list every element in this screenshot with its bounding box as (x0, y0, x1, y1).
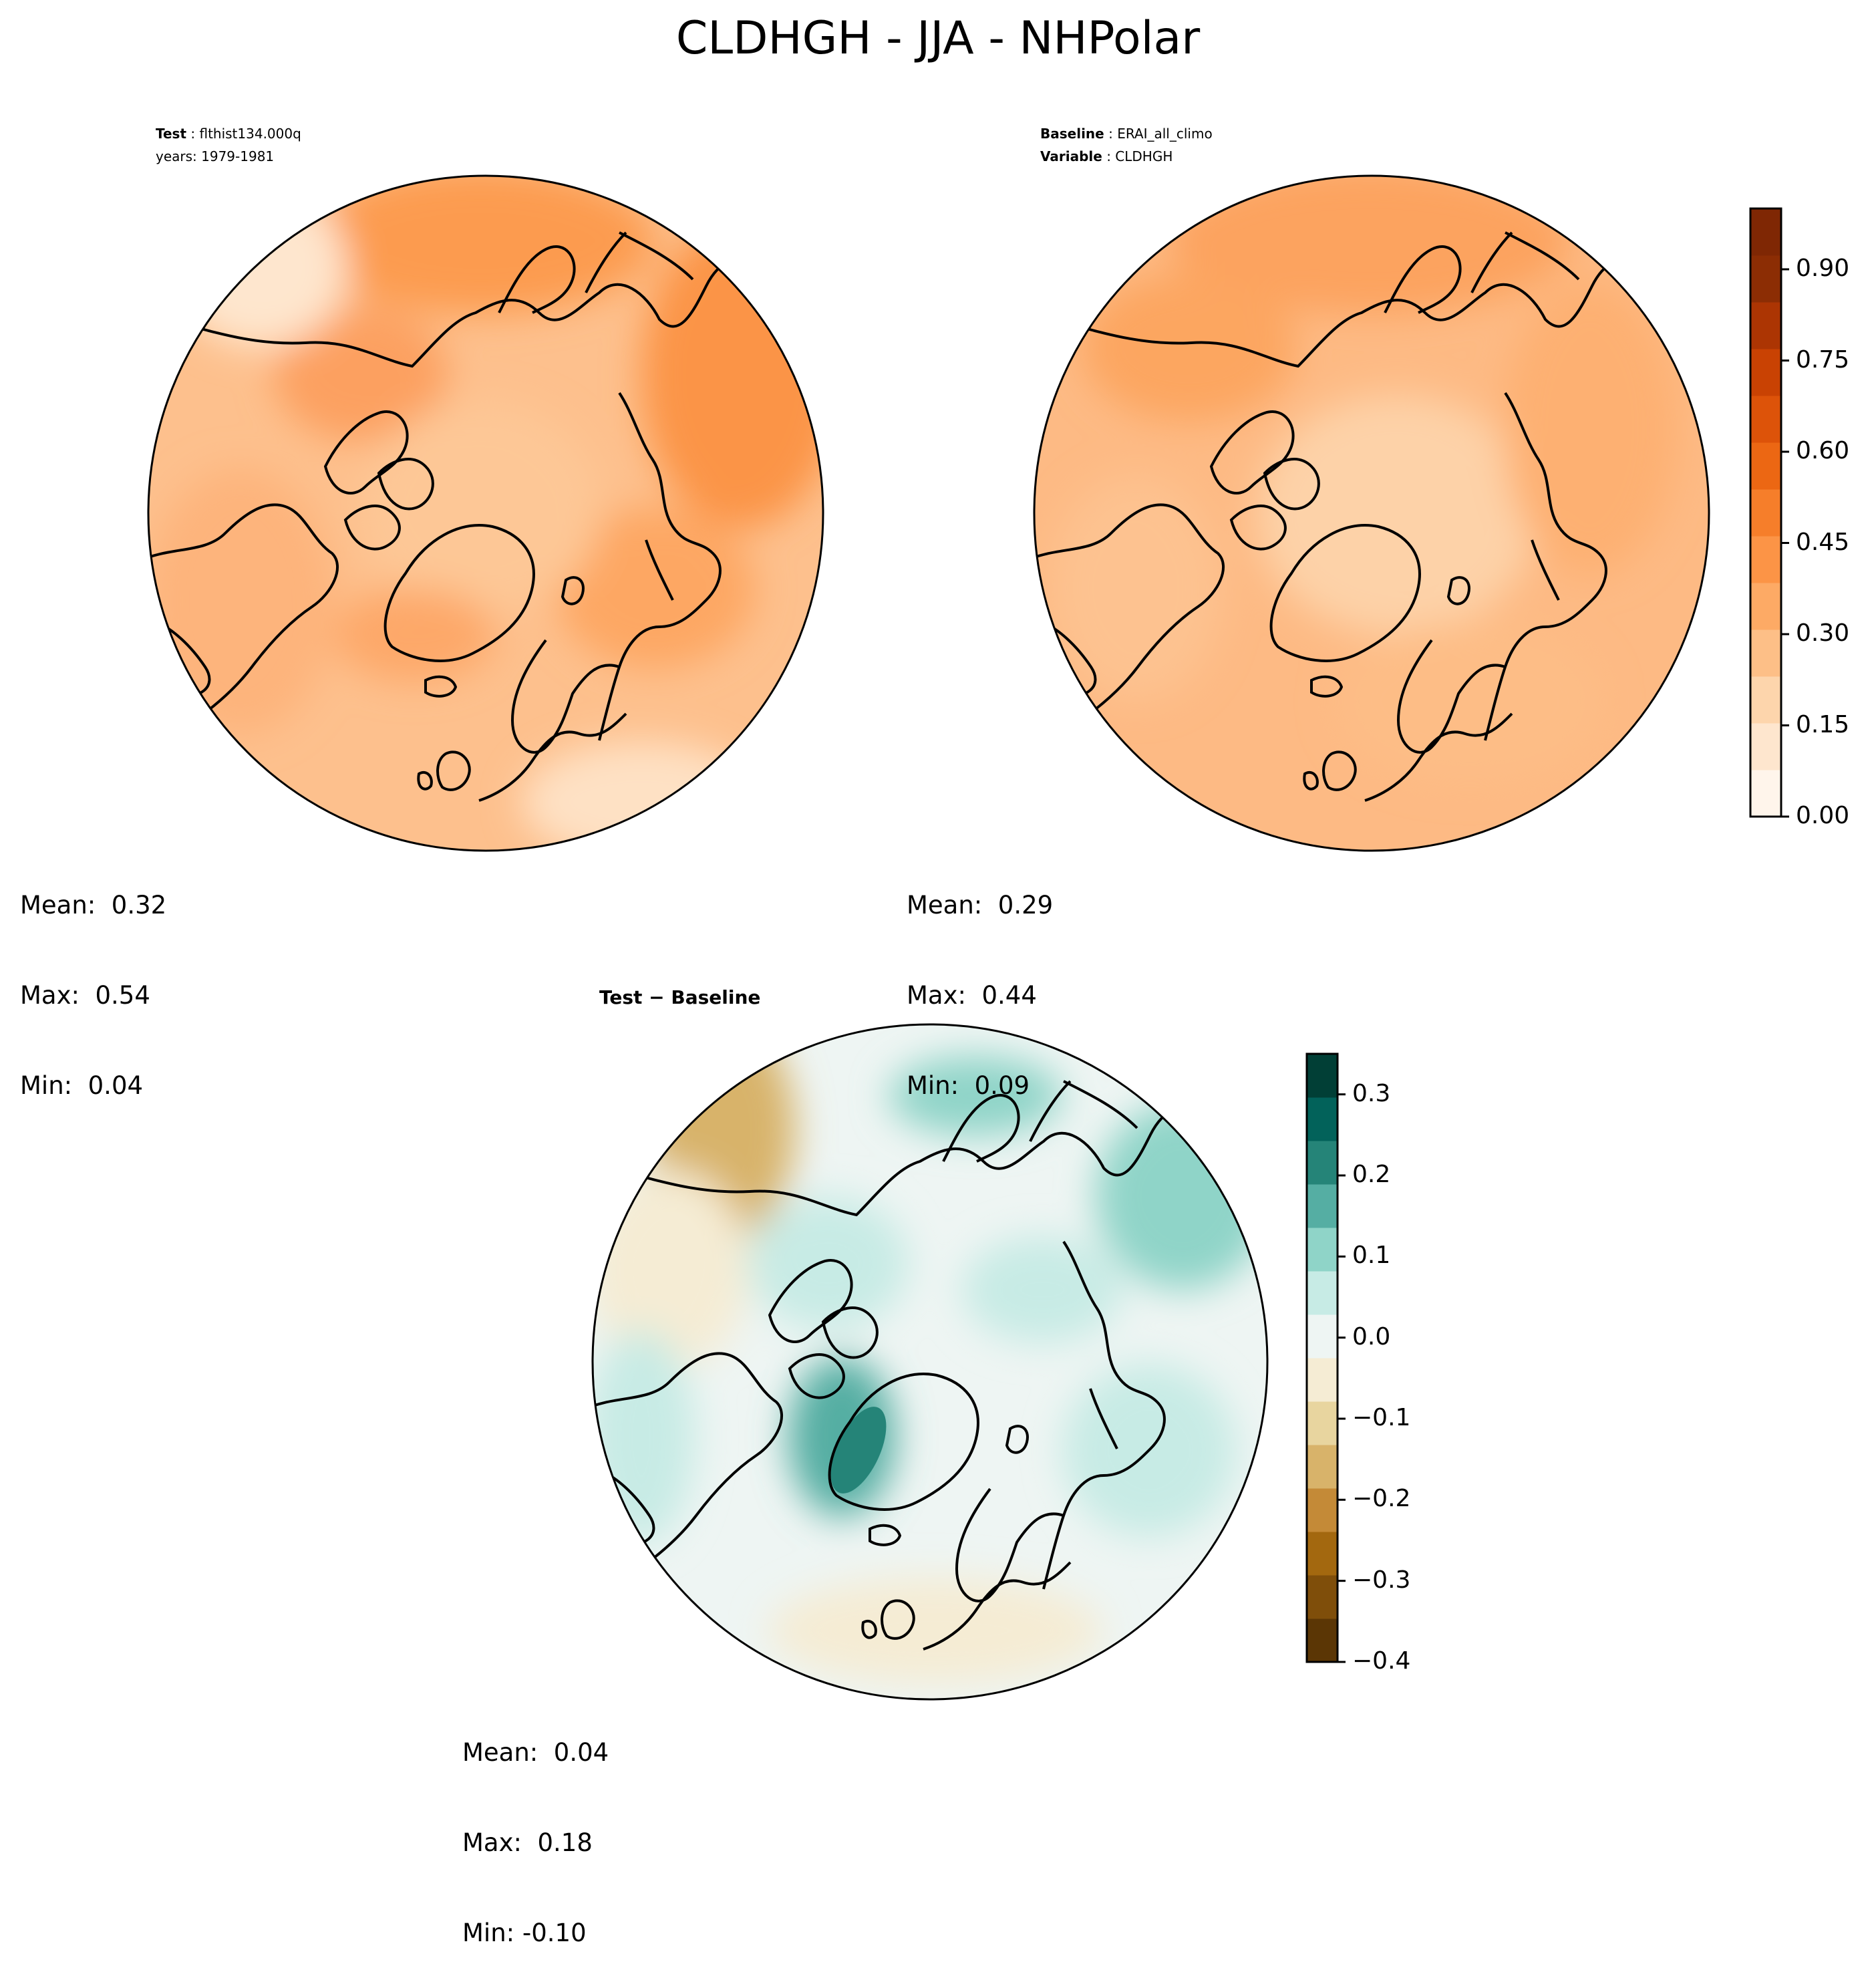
colorbar-oranges-tick-label: 0.45 (1796, 528, 1850, 556)
colorbar-brbg-tick-label: −0.4 (1352, 1647, 1411, 1675)
colorbar-brbg-tick-label: 0.0 (1352, 1322, 1391, 1351)
colorbar-brbg-tick-label: −0.1 (1352, 1404, 1411, 1431)
colorbar-brbg-tick-label: −0.2 (1352, 1485, 1411, 1513)
test-min: Min: 0.04 (20, 1071, 144, 1100)
colorbar-brbg (1305, 1052, 1346, 1663)
colorbar-oranges-segment (1750, 629, 1781, 677)
colorbar-oranges-tick-label: 0.15 (1796, 710, 1850, 738)
colorbar-oranges-tick-label: 0.30 (1796, 619, 1850, 647)
colorbar-brbg-segment (1307, 1184, 1338, 1228)
colorbar-brbg-segment (1307, 1141, 1338, 1185)
colorbar-oranges-segment (1750, 302, 1781, 349)
colorbar-oranges-segment (1750, 676, 1781, 724)
test-map (147, 174, 824, 852)
test-max: Max: 0.54 (20, 981, 150, 1010)
diff-panel-title: Test − Baseline (599, 986, 761, 1008)
baseline-min: Min: 0.09 (907, 1071, 1030, 1100)
test-label-value: flthist134.000q (199, 126, 301, 142)
baseline-label-value: ERAI_all_climo (1117, 126, 1213, 142)
colorbar-brbg-segment (1307, 1445, 1338, 1489)
colorbar-brbg-tick-label: −0.3 (1352, 1566, 1411, 1594)
baseline-var-key: Variable (1040, 148, 1102, 164)
baseline-var-value: CLDHGH (1115, 148, 1173, 164)
baseline-mean: Mean: 0.29 (907, 891, 1054, 920)
colorbar-brbg-segment (1307, 1532, 1338, 1576)
colorbar-brbg-tick-label: 0.1 (1352, 1242, 1391, 1270)
baseline-panel-header: Baseline : ERAI_all_climo Variable : CLD… (1040, 126, 1213, 164)
test-label-key: Test (156, 126, 187, 142)
test-panel-header: Test : flthist134.000q years: 1979-1981 (156, 122, 301, 168)
colorbar-brbg-segment (1307, 1575, 1338, 1619)
test-mean: Mean: 0.32 (20, 891, 167, 920)
baseline-map (1033, 174, 1710, 852)
colorbar-oranges-tick-label: 0.60 (1796, 437, 1850, 464)
colorbar-brbg-segment (1307, 1228, 1338, 1272)
colorbar-brbg-segment (1307, 1097, 1338, 1141)
colorbar-brbg-segment (1307, 1488, 1338, 1532)
colorbar-oranges-segment (1750, 255, 1781, 303)
colorbar-oranges-tick-label: 0.90 (1796, 255, 1850, 282)
colorbar-oranges (1749, 207, 1789, 818)
test-stats: Mean: 0.32 Max: 0.54 Min: 0.04 (20, 830, 166, 1131)
figure-title: CLDHGH - JJA - NHPolar (675, 12, 1201, 65)
diff-stats: Mean: 0.04 Max: 0.18 Min: -0.10 (462, 1677, 609, 1978)
diff-map (591, 1023, 1269, 1701)
colorbar-brbg-segment (1307, 1314, 1338, 1359)
colorbar-oranges-segment (1750, 770, 1781, 817)
colorbar-oranges-frame (1749, 207, 1782, 818)
colorbar-oranges-segment (1750, 536, 1781, 583)
colorbar-brbg-tick-label: 0.3 (1352, 1079, 1391, 1107)
colorbar-oranges-tick-label: 0.00 (1796, 802, 1850, 829)
colorbar-oranges-segment (1750, 349, 1781, 396)
colorbar-oranges-tick-label: 0.75 (1796, 345, 1850, 374)
diff-max: Max: 0.18 (462, 1828, 593, 1857)
colorbar-oranges-segment (1750, 208, 1781, 256)
colorbar-oranges-segment (1750, 723, 1781, 770)
colorbar-brbg-segment (1307, 1358, 1338, 1402)
maps-canvas (147, 174, 1789, 1701)
baseline-stats: Mean: 0.29 Max: 0.44 Min: 0.09 (907, 830, 1053, 1131)
colorbar-brbg-tick-label: 0.2 (1352, 1161, 1391, 1188)
colorbar-oranges-segment (1750, 442, 1781, 490)
colorbar-brbg-segment (1307, 1618, 1338, 1663)
diff-mean: Mean: 0.04 (462, 1738, 609, 1767)
baseline-label-key: Baseline (1040, 126, 1104, 142)
colorbar-oranges-segment (1750, 396, 1781, 443)
colorbar-brbg-segment (1307, 1401, 1338, 1445)
colorbar-oranges-segment (1750, 489, 1781, 537)
colorbar-brbg-segment (1307, 1054, 1338, 1098)
colorbar-brbg-frame (1305, 1052, 1339, 1663)
baseline-max: Max: 0.44 (907, 981, 1037, 1010)
colorbar-oranges-segment (1750, 583, 1781, 630)
test-years: years: 1979-1981 (156, 148, 275, 164)
diff-min: Min: -0.10 (462, 1919, 587, 1947)
colorbar-brbg-segment (1307, 1271, 1338, 1315)
